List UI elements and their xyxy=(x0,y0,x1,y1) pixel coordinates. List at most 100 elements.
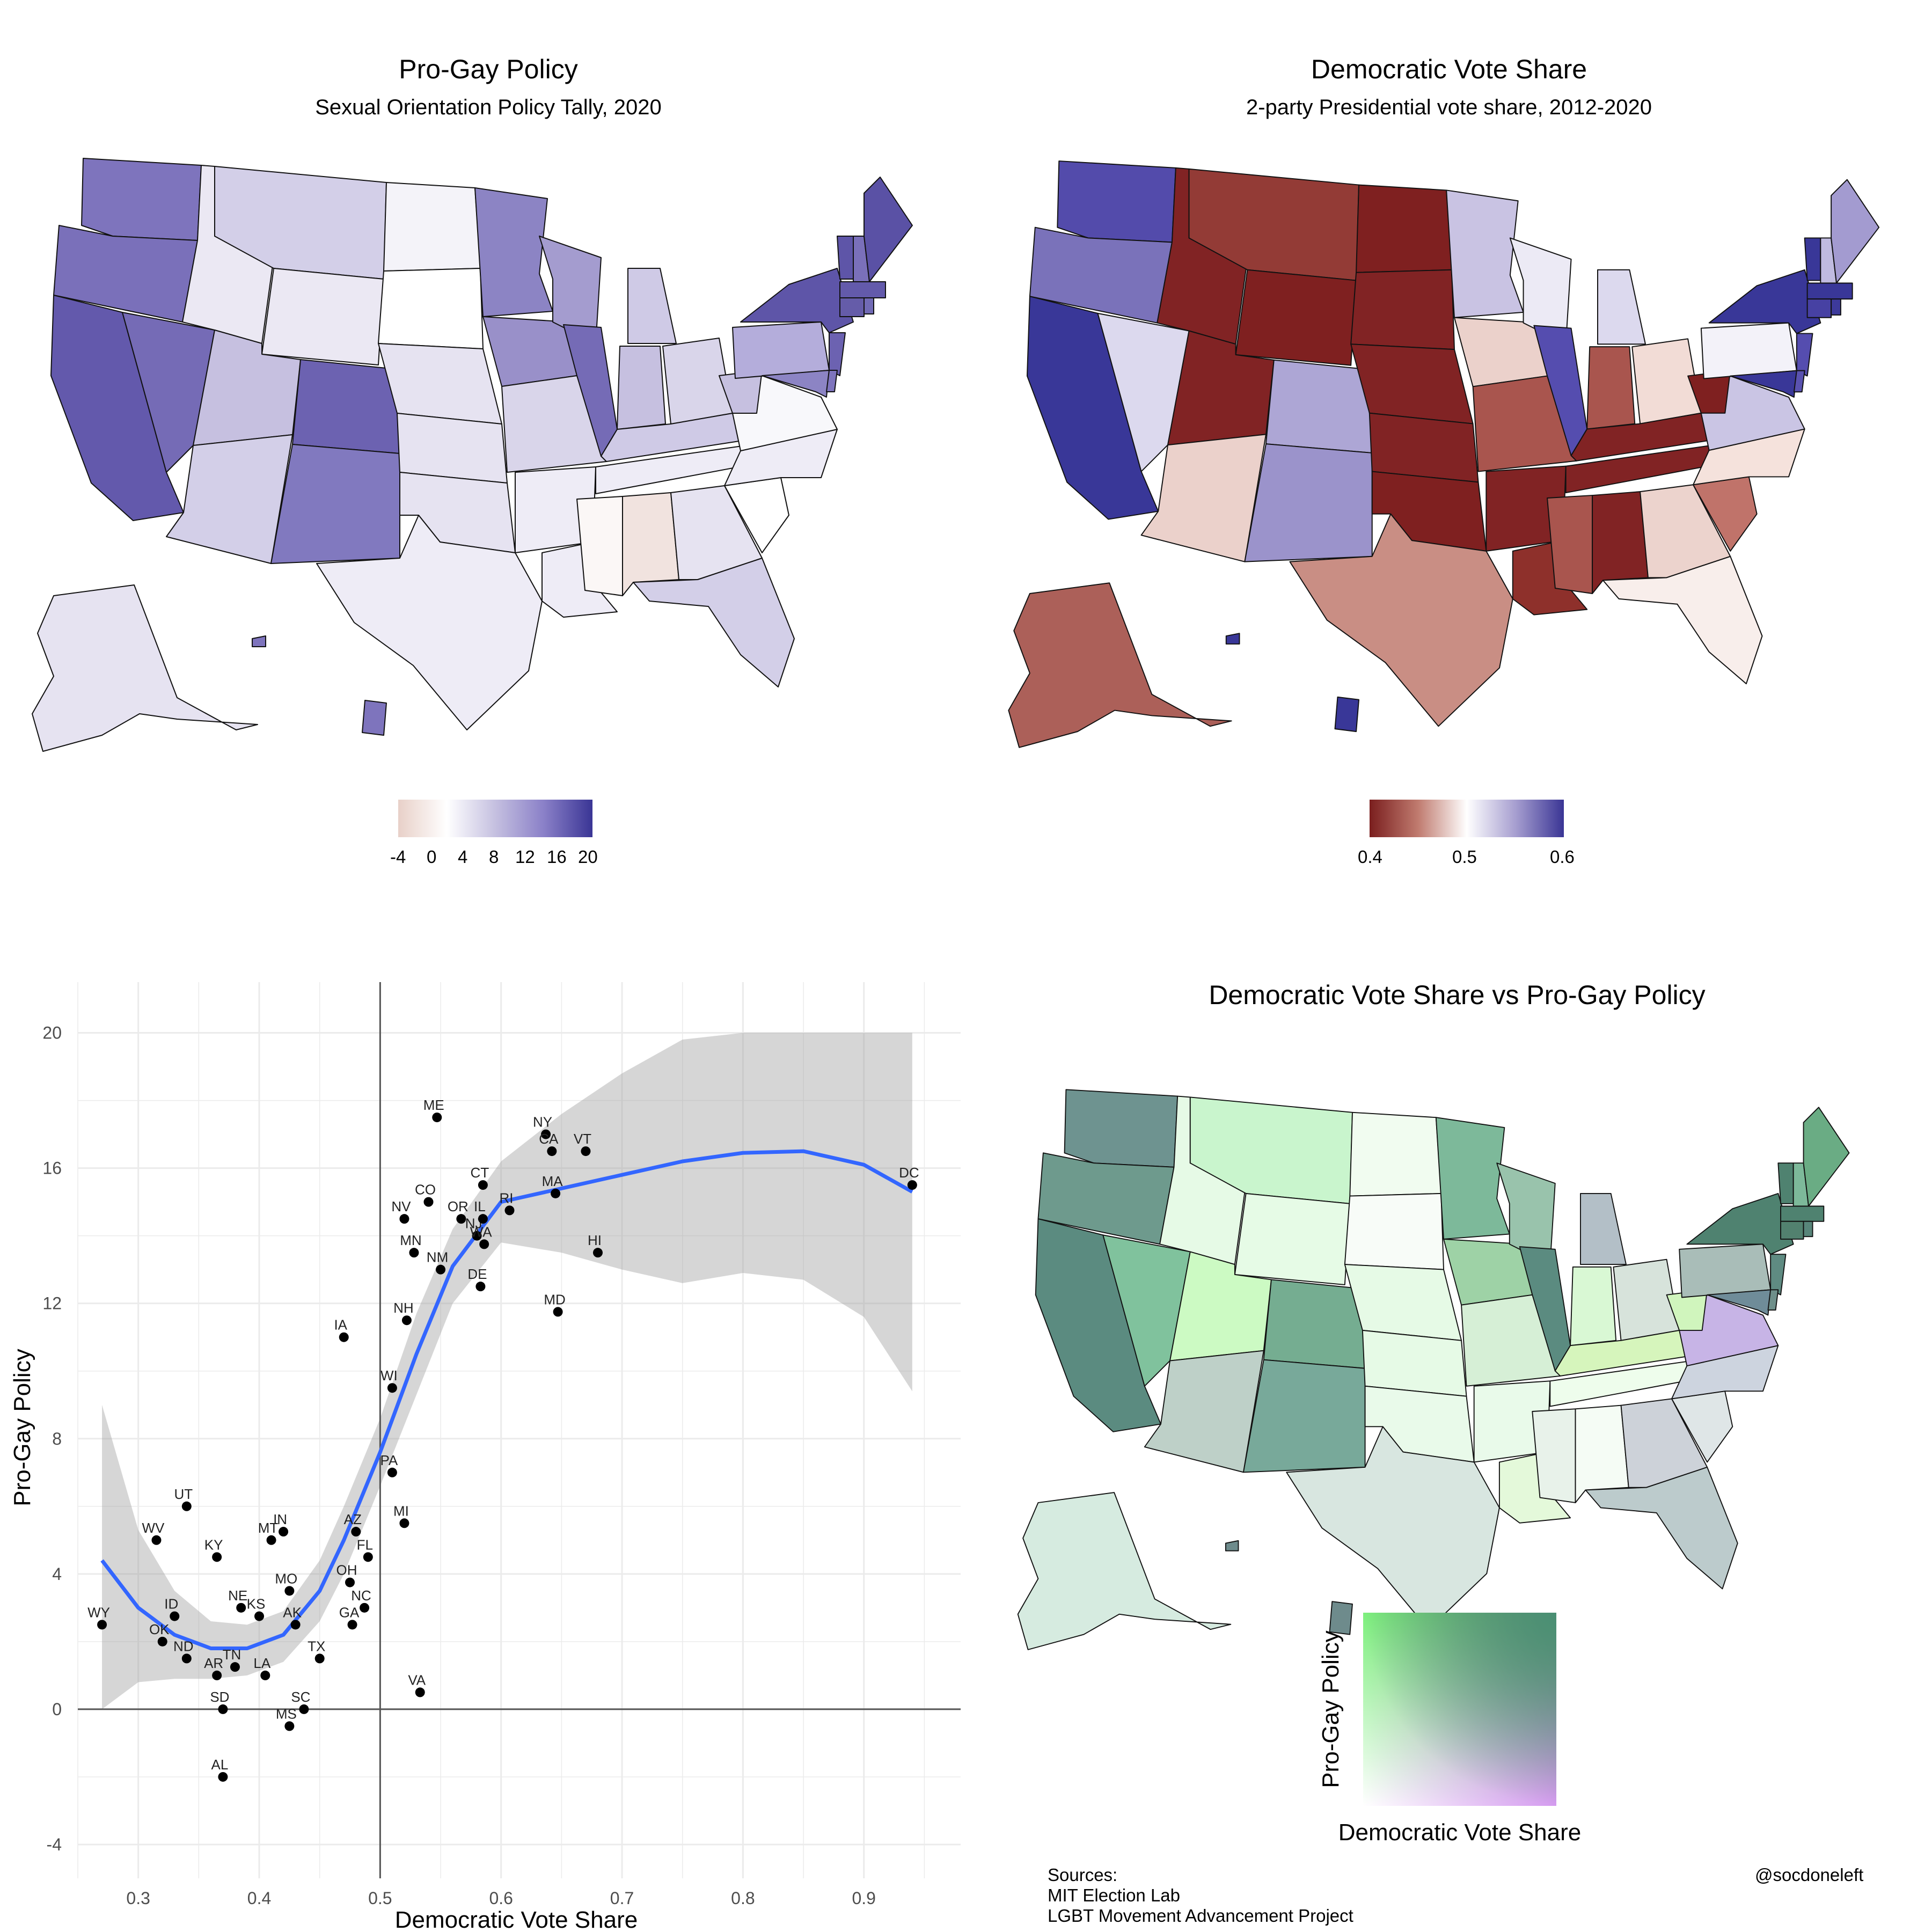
state-AZ xyxy=(166,434,293,564)
right-legend-tick: 0.5 xyxy=(1452,847,1477,867)
point-KY xyxy=(212,1552,222,1562)
state-MI xyxy=(627,268,677,344)
state-AK xyxy=(32,584,258,752)
state-ND xyxy=(1349,1111,1442,1197)
x-tick-label: 0.6 xyxy=(489,1889,513,1908)
point-NY xyxy=(541,1129,551,1139)
bivariate-legend-ylabel: Pro-Gay Policy xyxy=(1318,1630,1344,1788)
bivariate-us-map xyxy=(1017,1089,1850,1650)
state-IN xyxy=(1570,1266,1617,1346)
state-TX xyxy=(316,515,543,730)
state-MD xyxy=(1707,1289,1772,1316)
point-label-OR: OR xyxy=(448,1198,469,1214)
point-NH xyxy=(401,1315,412,1326)
left-legend-tick: 16 xyxy=(547,847,567,867)
sources-heading: Sources: xyxy=(1048,1865,1118,1885)
state-MD xyxy=(762,370,830,398)
y-axis-label: Pro-Gay Policy xyxy=(9,1349,35,1506)
y-tick-label: 0 xyxy=(52,1700,62,1719)
point-AZ xyxy=(351,1527,361,1537)
state-DE xyxy=(826,370,838,392)
point-AR xyxy=(212,1670,222,1680)
left-legend-ticks: -4 0 4 8 12 16 20 xyxy=(389,847,604,868)
point-KS xyxy=(254,1611,265,1621)
point-label-AL: AL xyxy=(211,1757,229,1773)
state-NJ xyxy=(829,332,846,376)
point-FL xyxy=(363,1552,373,1562)
point-IL xyxy=(478,1214,488,1224)
point-CO xyxy=(423,1197,434,1207)
state-ND xyxy=(383,182,481,272)
state-SD xyxy=(1350,269,1455,350)
state-ME xyxy=(863,177,913,282)
state-ME xyxy=(1803,1107,1850,1207)
state-SD xyxy=(378,268,484,349)
point-WI xyxy=(387,1383,397,1393)
confidence-band xyxy=(102,1033,912,1709)
point-label-MN: MN xyxy=(400,1232,421,1248)
state-HI-islands xyxy=(1225,633,1240,645)
state-HI xyxy=(1334,696,1359,733)
state-MS xyxy=(576,496,623,596)
point-label-IA: IA xyxy=(334,1317,347,1333)
x-tick-label: 0.9 xyxy=(852,1889,875,1908)
state-KS xyxy=(1362,1329,1467,1397)
point-NE xyxy=(236,1602,246,1613)
x-tick-label: 0.5 xyxy=(368,1889,392,1908)
state-NY xyxy=(1708,269,1821,334)
point-label-MD: MD xyxy=(544,1291,565,1307)
point-label-AZ: AZ xyxy=(344,1511,362,1527)
state-CO xyxy=(292,359,400,454)
point-ME xyxy=(432,1113,442,1123)
bivariate-legend-square xyxy=(1363,1613,1556,1806)
state-CO xyxy=(1265,359,1373,453)
point-VT xyxy=(581,1146,591,1157)
point-label-NM: NM xyxy=(427,1249,448,1265)
point-label-WY: WY xyxy=(87,1604,110,1620)
state-NY xyxy=(1686,1192,1794,1255)
point-label-WA: WA xyxy=(470,1224,493,1240)
point-label-NH: NH xyxy=(393,1300,414,1316)
state-RI xyxy=(1803,1220,1813,1238)
state-MI xyxy=(1580,1192,1627,1265)
state-HI xyxy=(1329,1601,1353,1635)
left-legend-tick: 0 xyxy=(427,847,437,867)
right-legend-tick: 0.6 xyxy=(1550,847,1575,867)
point-SC xyxy=(299,1704,309,1714)
point-NM xyxy=(436,1264,446,1275)
state-CO xyxy=(1263,1279,1366,1369)
point-label-OK: OK xyxy=(149,1621,170,1637)
state-DE xyxy=(1793,370,1805,393)
point-CA xyxy=(547,1146,557,1157)
state-KS xyxy=(1368,412,1479,483)
point-OR xyxy=(456,1214,466,1224)
point-ID xyxy=(170,1611,180,1621)
point-label-TX: TX xyxy=(308,1638,325,1654)
state-IN xyxy=(617,346,666,430)
right-legend-tick: 0.4 xyxy=(1358,847,1382,867)
state-AZ xyxy=(1140,434,1267,562)
right-us-map xyxy=(1008,160,1880,748)
point-MI xyxy=(399,1518,409,1528)
point-DE xyxy=(475,1282,486,1292)
point-MD xyxy=(553,1307,563,1317)
left-map-subtitle: Sexual Orientation Policy Tally, 2020 xyxy=(315,96,662,119)
point-IN xyxy=(279,1527,289,1537)
point-label-CA: CA xyxy=(539,1131,559,1147)
point-CT xyxy=(478,1180,488,1190)
x-axis-label: Democratic Vote Share xyxy=(395,1907,638,1932)
point-MN xyxy=(409,1248,419,1258)
point-label-CO: CO xyxy=(415,1182,436,1198)
state-TX xyxy=(1289,513,1513,727)
point-GA xyxy=(347,1620,357,1630)
point-label-NE: NE xyxy=(228,1587,247,1604)
state-AK xyxy=(1008,582,1232,748)
point-label-WV: WV xyxy=(142,1520,165,1536)
point-label-NC: NC xyxy=(351,1587,371,1604)
state-MN xyxy=(474,187,553,317)
point-label-MA: MA xyxy=(542,1173,564,1189)
state-MI xyxy=(1597,269,1646,345)
point-OK xyxy=(157,1636,167,1646)
state-FL xyxy=(633,558,795,687)
state-NM xyxy=(1243,1359,1366,1473)
